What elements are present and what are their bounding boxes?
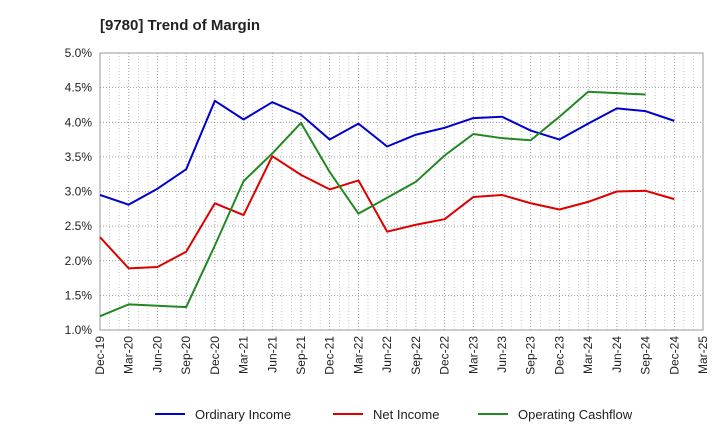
series-layer [99, 90, 675, 318]
y-tick-label: 4.5% [65, 81, 93, 95]
x-tick-label: Sep-23 [524, 336, 538, 375]
x-tick-label: Dec-24 [667, 336, 681, 375]
y-tick-label: 3.0% [65, 185, 93, 199]
x-tick-label: Mar-24 [581, 336, 595, 374]
y-tick-label: 1.5% [65, 288, 93, 302]
x-tick-label: Jun-23 [495, 336, 509, 373]
x-tick-label: Mar-20 [122, 336, 136, 374]
x-tick-label: Mar-23 [466, 336, 480, 374]
chart-title: [9780] Trend of Margin [100, 17, 260, 34]
series-line-net-income [99, 155, 675, 270]
x-tick-label: Sep-22 [409, 336, 423, 375]
x-tick-label: Dec-20 [208, 336, 222, 375]
axis-layer: 1.0% 1.5% 2.0% 2.5% 3.0% 3.5% 4.0% 4.5% 5.0% Dec-… [65, 46, 710, 375]
legend-label: Ordinary Income [195, 407, 291, 422]
x-tick-label: Jun-21 [265, 336, 279, 373]
y-tick-label: 3.5% [65, 150, 93, 164]
legend-label: Net Income [373, 407, 439, 422]
x-tick-label: Dec-22 [438, 336, 452, 375]
x-tick-label: Jun-20 [150, 336, 164, 373]
x-tick-label: Jun-22 [380, 336, 394, 373]
legend-label: Operating Cashflow [518, 407, 633, 422]
x-tick-label: Dec-21 [323, 336, 337, 375]
y-tick-label: 2.5% [65, 219, 93, 233]
series-line-operating-cashflow [99, 90, 646, 318]
x-tick-label: Sep-21 [294, 336, 308, 375]
x-tick-label: Dec-23 [552, 336, 566, 375]
x-tick-label: Jun-24 [610, 336, 624, 373]
x-tick-label: Dec-19 [93, 336, 107, 375]
grid-layer [99, 52, 704, 331]
y-tick-label: 2.0% [65, 254, 93, 268]
legend: Ordinary Income Net Income Operating Cashf… [155, 407, 633, 422]
series-line-ordinary-income [99, 99, 675, 206]
y-tick-label: 5.0% [65, 46, 93, 60]
x-tick-label: Mar-21 [237, 336, 251, 374]
x-tick-label: Sep-24 [639, 336, 653, 375]
x-tick-label: Mar-22 [351, 336, 365, 374]
x-tick-label: Mar-25 [696, 336, 710, 374]
y-tick-label: 4.0% [65, 115, 93, 129]
x-tick-label: Sep-20 [179, 336, 193, 375]
y-tick-label: 1.0% [65, 323, 93, 337]
